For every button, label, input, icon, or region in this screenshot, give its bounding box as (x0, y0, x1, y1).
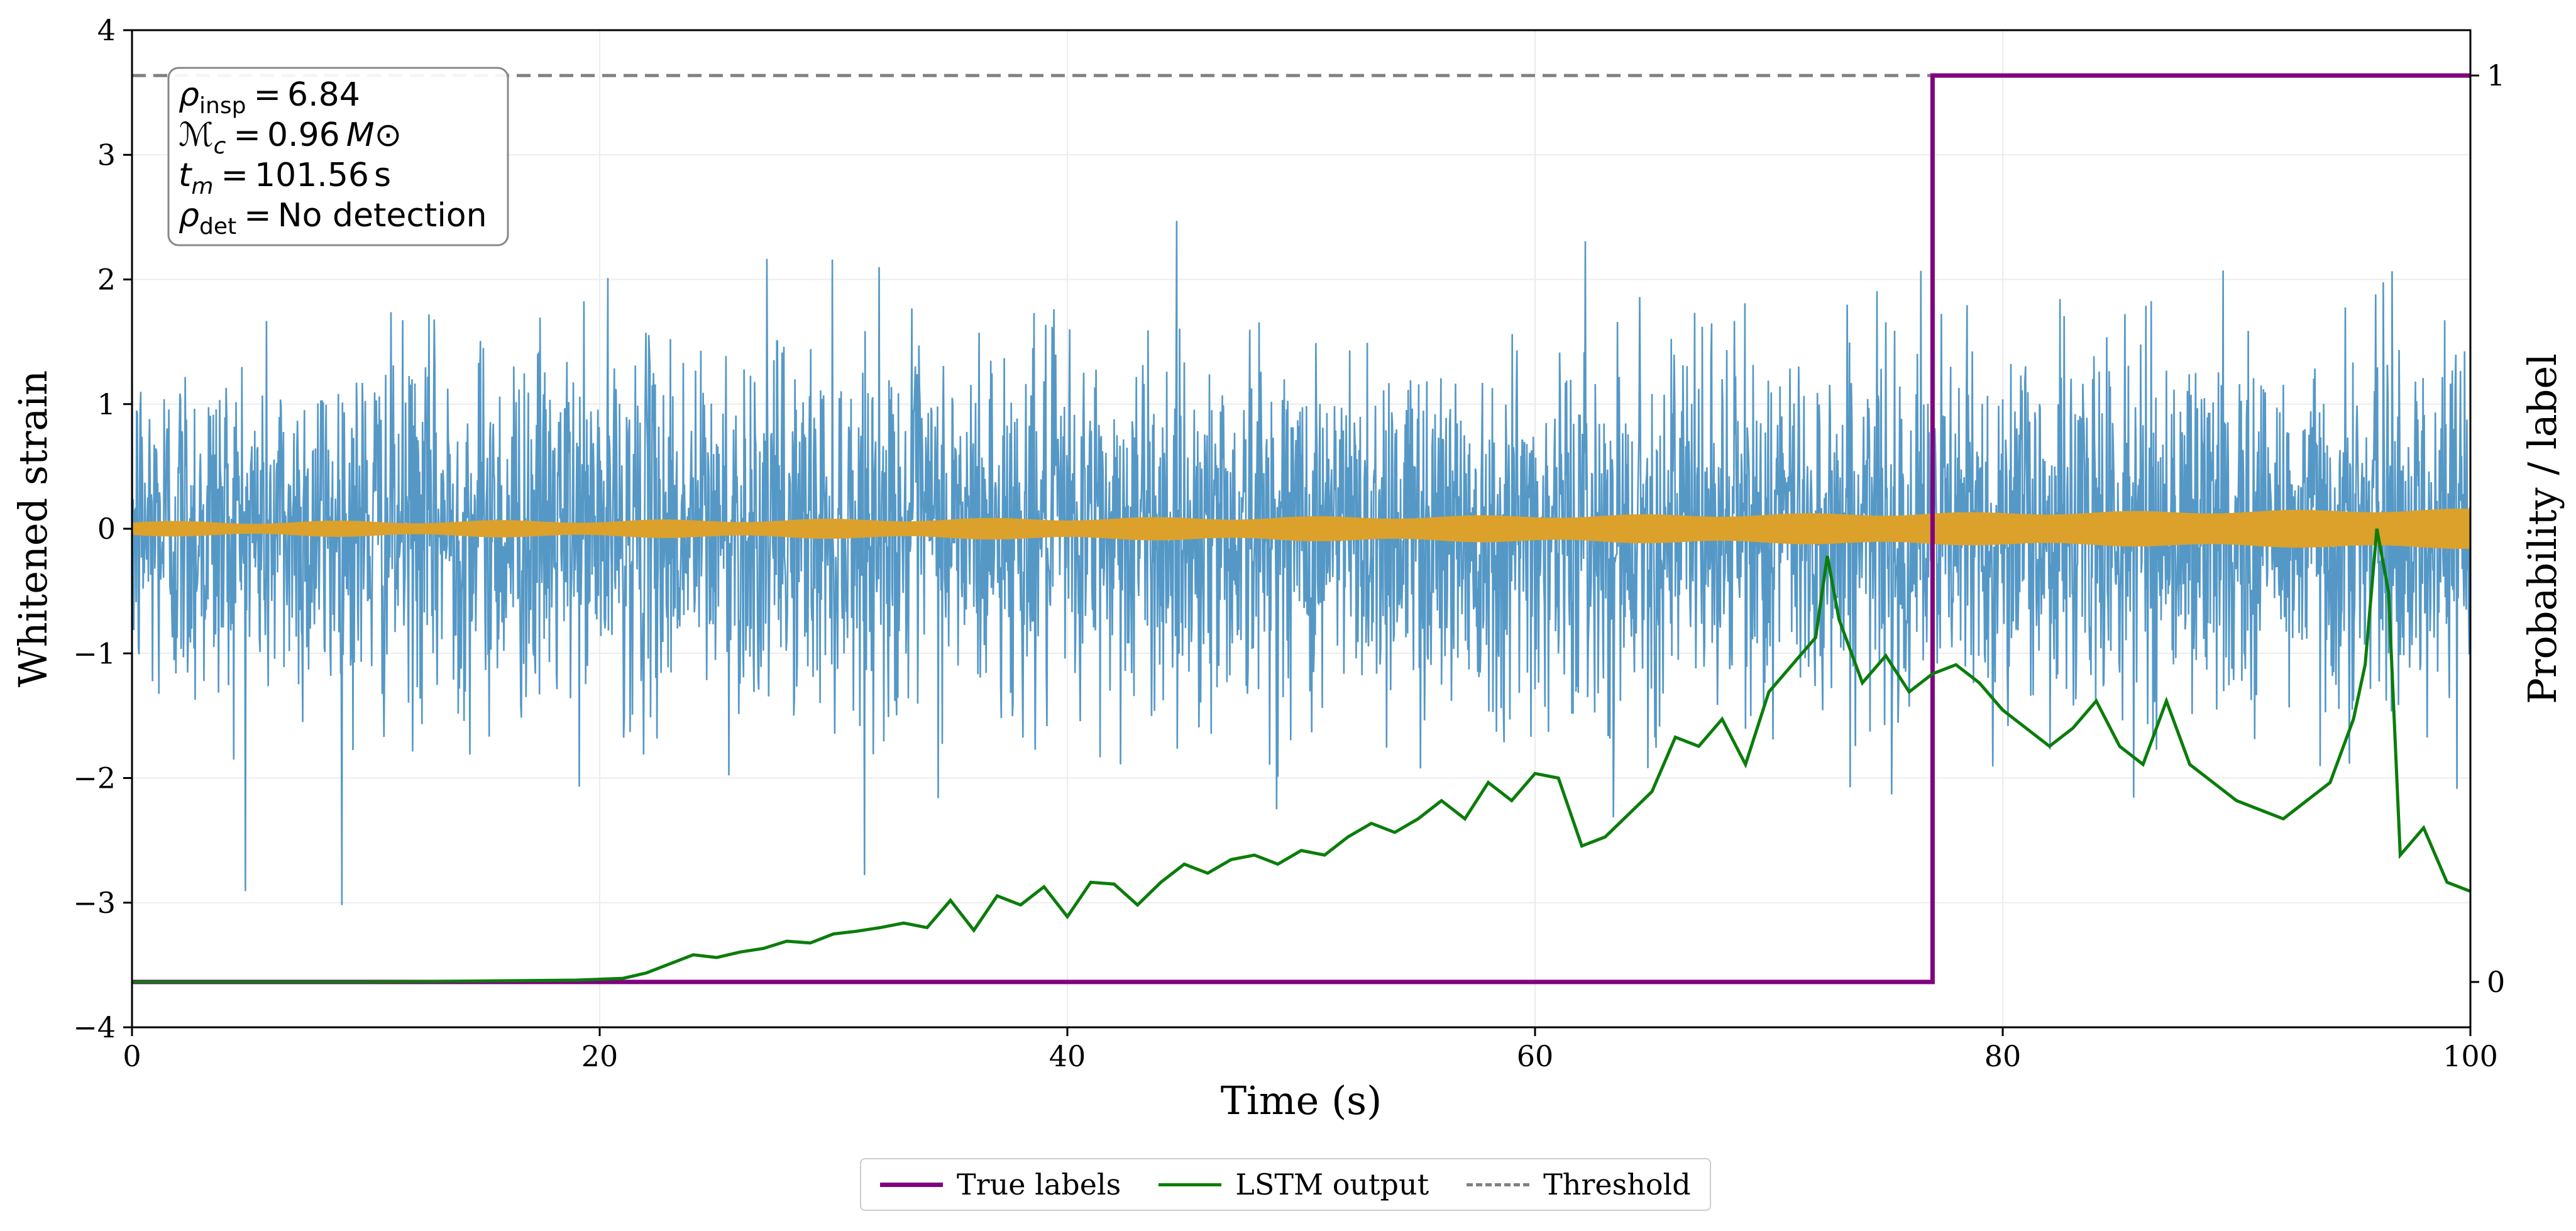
x-tick-label: 80 (1984, 1039, 2022, 1073)
whitened-strain-series (132, 221, 2470, 905)
annotation-rho-insp: ρinsp = 6.84 (179, 76, 360, 119)
legend-swatch-true-labels (880, 1182, 943, 1187)
legend-item-threshold: Threshold (1467, 1168, 1691, 1201)
legend-label-lstm-output: LSTM output (1235, 1168, 1429, 1201)
legend-label-threshold: Threshold (1543, 1168, 1691, 1201)
y-left-tick-label: 0 (97, 512, 116, 546)
legend-label-true-labels: True labels (957, 1168, 1121, 1201)
y-left-tick-label: −2 (73, 761, 116, 795)
left-y-axis-title: Whitened strain (10, 370, 56, 687)
annotation-box: ρinsp = 6.84 ℳc = 0.96 M⊙ tm = 101.56 s ρdet = No … (167, 67, 509, 246)
x-tick-label: 40 (1049, 1039, 1086, 1073)
annotation-chirp-mass: ℳc = 0.96 M⊙ (179, 116, 402, 159)
plot-area (132, 73, 2470, 985)
y-left-tick-label: −3 (73, 886, 116, 920)
y-right-tick-label: 0 (2487, 965, 2505, 999)
x-tick-label: 20 (581, 1039, 619, 1073)
strain-trace (132, 221, 2470, 905)
injected-signal-series (132, 509, 2470, 549)
x-tick-label: 60 (1517, 1039, 1554, 1073)
legend: True labels LSTM output Threshold (860, 1158, 1711, 1211)
y-left-tick-label: 3 (97, 138, 116, 172)
legend-item-true-labels: True labels (880, 1168, 1121, 1201)
lstm-output-line (132, 528, 2470, 984)
y-left-tick-label: 2 (97, 263, 116, 297)
y-left-tick-label: −1 (73, 636, 116, 670)
right-y-axis-title: Probability / label (2519, 353, 2565, 704)
legend-item-lstm-output: LSTM output (1159, 1168, 1429, 1201)
annotation-merger-time: tm = 101.56 s (179, 157, 391, 199)
x-tick-label: 0 (123, 1039, 141, 1073)
y-left-tick-label: −4 (73, 1010, 116, 1044)
y-left-tick-label: 1 (97, 387, 116, 421)
legend-swatch-lstm-output (1159, 1183, 1222, 1186)
x-axis-title: Time (s) (1221, 1078, 1382, 1123)
annotation-rho-det: ρdet = No detection (179, 197, 487, 240)
x-tick-label: 100 (2443, 1039, 2498, 1073)
signal-band (132, 509, 2470, 549)
true-labels-line (132, 73, 2470, 985)
legend-swatch-threshold (1467, 1183, 1530, 1186)
y-left-tick-label: 4 (97, 13, 116, 47)
y-right-tick-label: 1 (2487, 58, 2505, 92)
